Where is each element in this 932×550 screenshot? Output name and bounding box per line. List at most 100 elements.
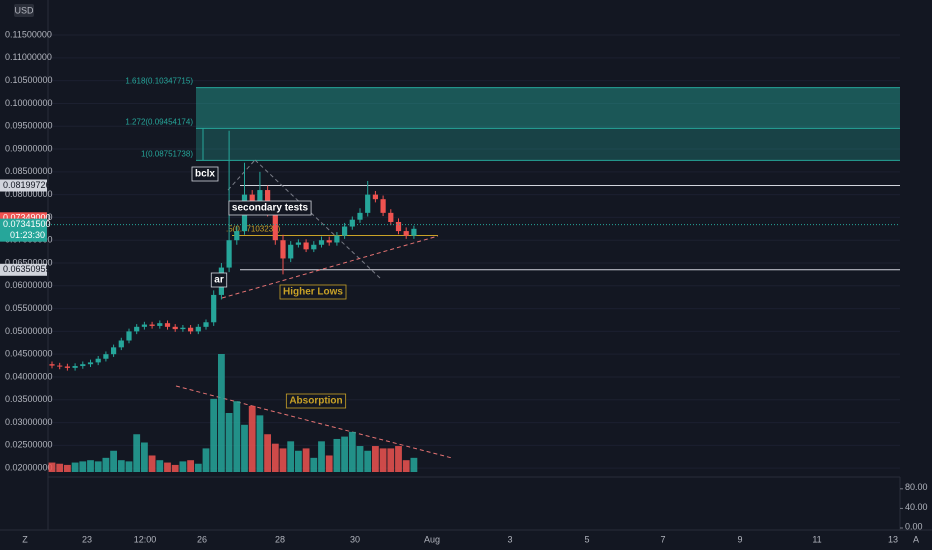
volume-bar: [264, 434, 271, 472]
volume-bar: [210, 398, 218, 472]
candle-body: [118, 340, 124, 348]
volume-bar: [64, 464, 71, 472]
fib-label: 1.618(0.10347715): [125, 77, 193, 86]
y-tick-label: 0.03500000: [5, 394, 53, 404]
volume-bar: [325, 455, 333, 472]
last-price-label: 0.07349000: [3, 213, 51, 223]
candle-body: [295, 242, 301, 245]
volume-bar: [94, 461, 102, 472]
price-line-badge: [0, 263, 47, 276]
candle-body: [365, 194, 371, 213]
volume-bar: [233, 401, 241, 472]
y-tick-label: 0.08500000: [5, 166, 53, 176]
candle-body: [249, 194, 255, 204]
y-tick-label: 0.02500000: [5, 440, 53, 450]
volume-bar: [248, 405, 256, 472]
x-tick-label: 5: [584, 534, 589, 544]
y-tick-label: 0.02000000: [5, 463, 53, 473]
candle-body: [357, 212, 363, 220]
plot: 0.11500000 0.11000000 0.10500000 0.10000000…: [0, 29, 928, 544]
lower-tick-label: 40.00: [905, 502, 928, 512]
x-tick-label: 26: [197, 534, 207, 544]
y-tick-label: 0.11500000: [5, 29, 52, 39]
x-tick-label: 7: [660, 534, 665, 544]
candle-body: [149, 324, 155, 326]
volume-bar: [372, 446, 379, 472]
volume-bar: [110, 450, 117, 472]
candle-body: [141, 324, 147, 327]
volume-bar: [187, 460, 194, 472]
candle-body: [172, 326, 178, 330]
volume-bar: [164, 462, 171, 472]
volume-bar: [379, 448, 387, 472]
volume-bar: [310, 457, 318, 472]
candle-body: [380, 199, 386, 213]
volume-bar: [171, 464, 179, 472]
volume-bar: [356, 446, 364, 472]
candle-body: [334, 235, 340, 243]
x-tick-label: Z: [22, 534, 28, 544]
x-tick-label: 13: [888, 534, 898, 544]
candle-body: [134, 326, 140, 332]
volume-bar: [202, 448, 210, 472]
y-tick-label: 0.05500000: [5, 303, 53, 313]
annotation-box: [285, 393, 347, 409]
candle-body: [57, 365, 63, 367]
volume-bar: [348, 431, 356, 472]
y-tick-label: 0.10000000: [5, 98, 53, 108]
candle-body: [103, 354, 109, 359]
volume-bar: [287, 441, 295, 472]
fib-label: 1.272(0.09454174): [125, 117, 193, 126]
volume-bar: [402, 460, 410, 472]
volume-bar: [333, 438, 341, 472]
candle-body: [64, 366, 70, 368]
annotation: Absorption: [289, 396, 342, 407]
x-tick-label: 23: [82, 534, 92, 544]
y-tick-label: 0.11000000: [5, 52, 52, 62]
x-tick-label: Aug: [424, 534, 440, 544]
volume-bar: [395, 446, 402, 472]
y-tick-label: 0.09000000: [5, 143, 53, 153]
fib-label: 1(0.08751738): [141, 149, 193, 158]
volume-bar: [387, 448, 395, 472]
volume-bar: [156, 460, 164, 472]
annotation: bclx: [195, 169, 215, 180]
candle-body: [80, 364, 86, 367]
candle-body: [157, 323, 163, 326]
volume-bar: [218, 354, 225, 472]
y-tick-label: 0.06500000: [5, 257, 53, 267]
volume-bar: [79, 461, 87, 472]
y-tick-label: 0.09500000: [5, 121, 53, 131]
annotation: secondary tests: [232, 203, 309, 214]
corner-label: A: [913, 534, 919, 544]
x-tick-label: 11: [812, 534, 821, 544]
volume-bar: [295, 450, 302, 472]
candle-body: [226, 240, 232, 268]
currency-badge[interactable]: [14, 4, 34, 17]
candle-body: [311, 244, 317, 250]
volume-bar: [102, 457, 110, 472]
candle-body: [303, 242, 309, 250]
volume-bar: [71, 462, 79, 472]
volume-bar: [194, 463, 202, 472]
volume-bar: [87, 460, 94, 472]
annotation: Higher Lows: [283, 287, 343, 298]
volume-bar: [318, 441, 325, 472]
candle-body: [280, 240, 286, 259]
volume-bar: [271, 443, 279, 472]
volume-bar: [133, 434, 141, 472]
candle-body: [211, 294, 217, 323]
candle-body: [257, 190, 263, 204]
candle-body: [272, 212, 278, 241]
candle-body: [326, 240, 332, 243]
x-tick-label: 28: [275, 534, 285, 544]
fib-zone: [196, 128, 900, 161]
x-tick-label: 30: [350, 534, 360, 544]
volume-bar: [125, 461, 133, 472]
candle-body: [411, 228, 417, 236]
candle-body: [203, 322, 209, 327]
current-price-badge: [0, 218, 47, 242]
volume-bar: [279, 448, 287, 472]
fib-zone: [196, 87, 900, 129]
candle-body: [342, 226, 348, 236]
